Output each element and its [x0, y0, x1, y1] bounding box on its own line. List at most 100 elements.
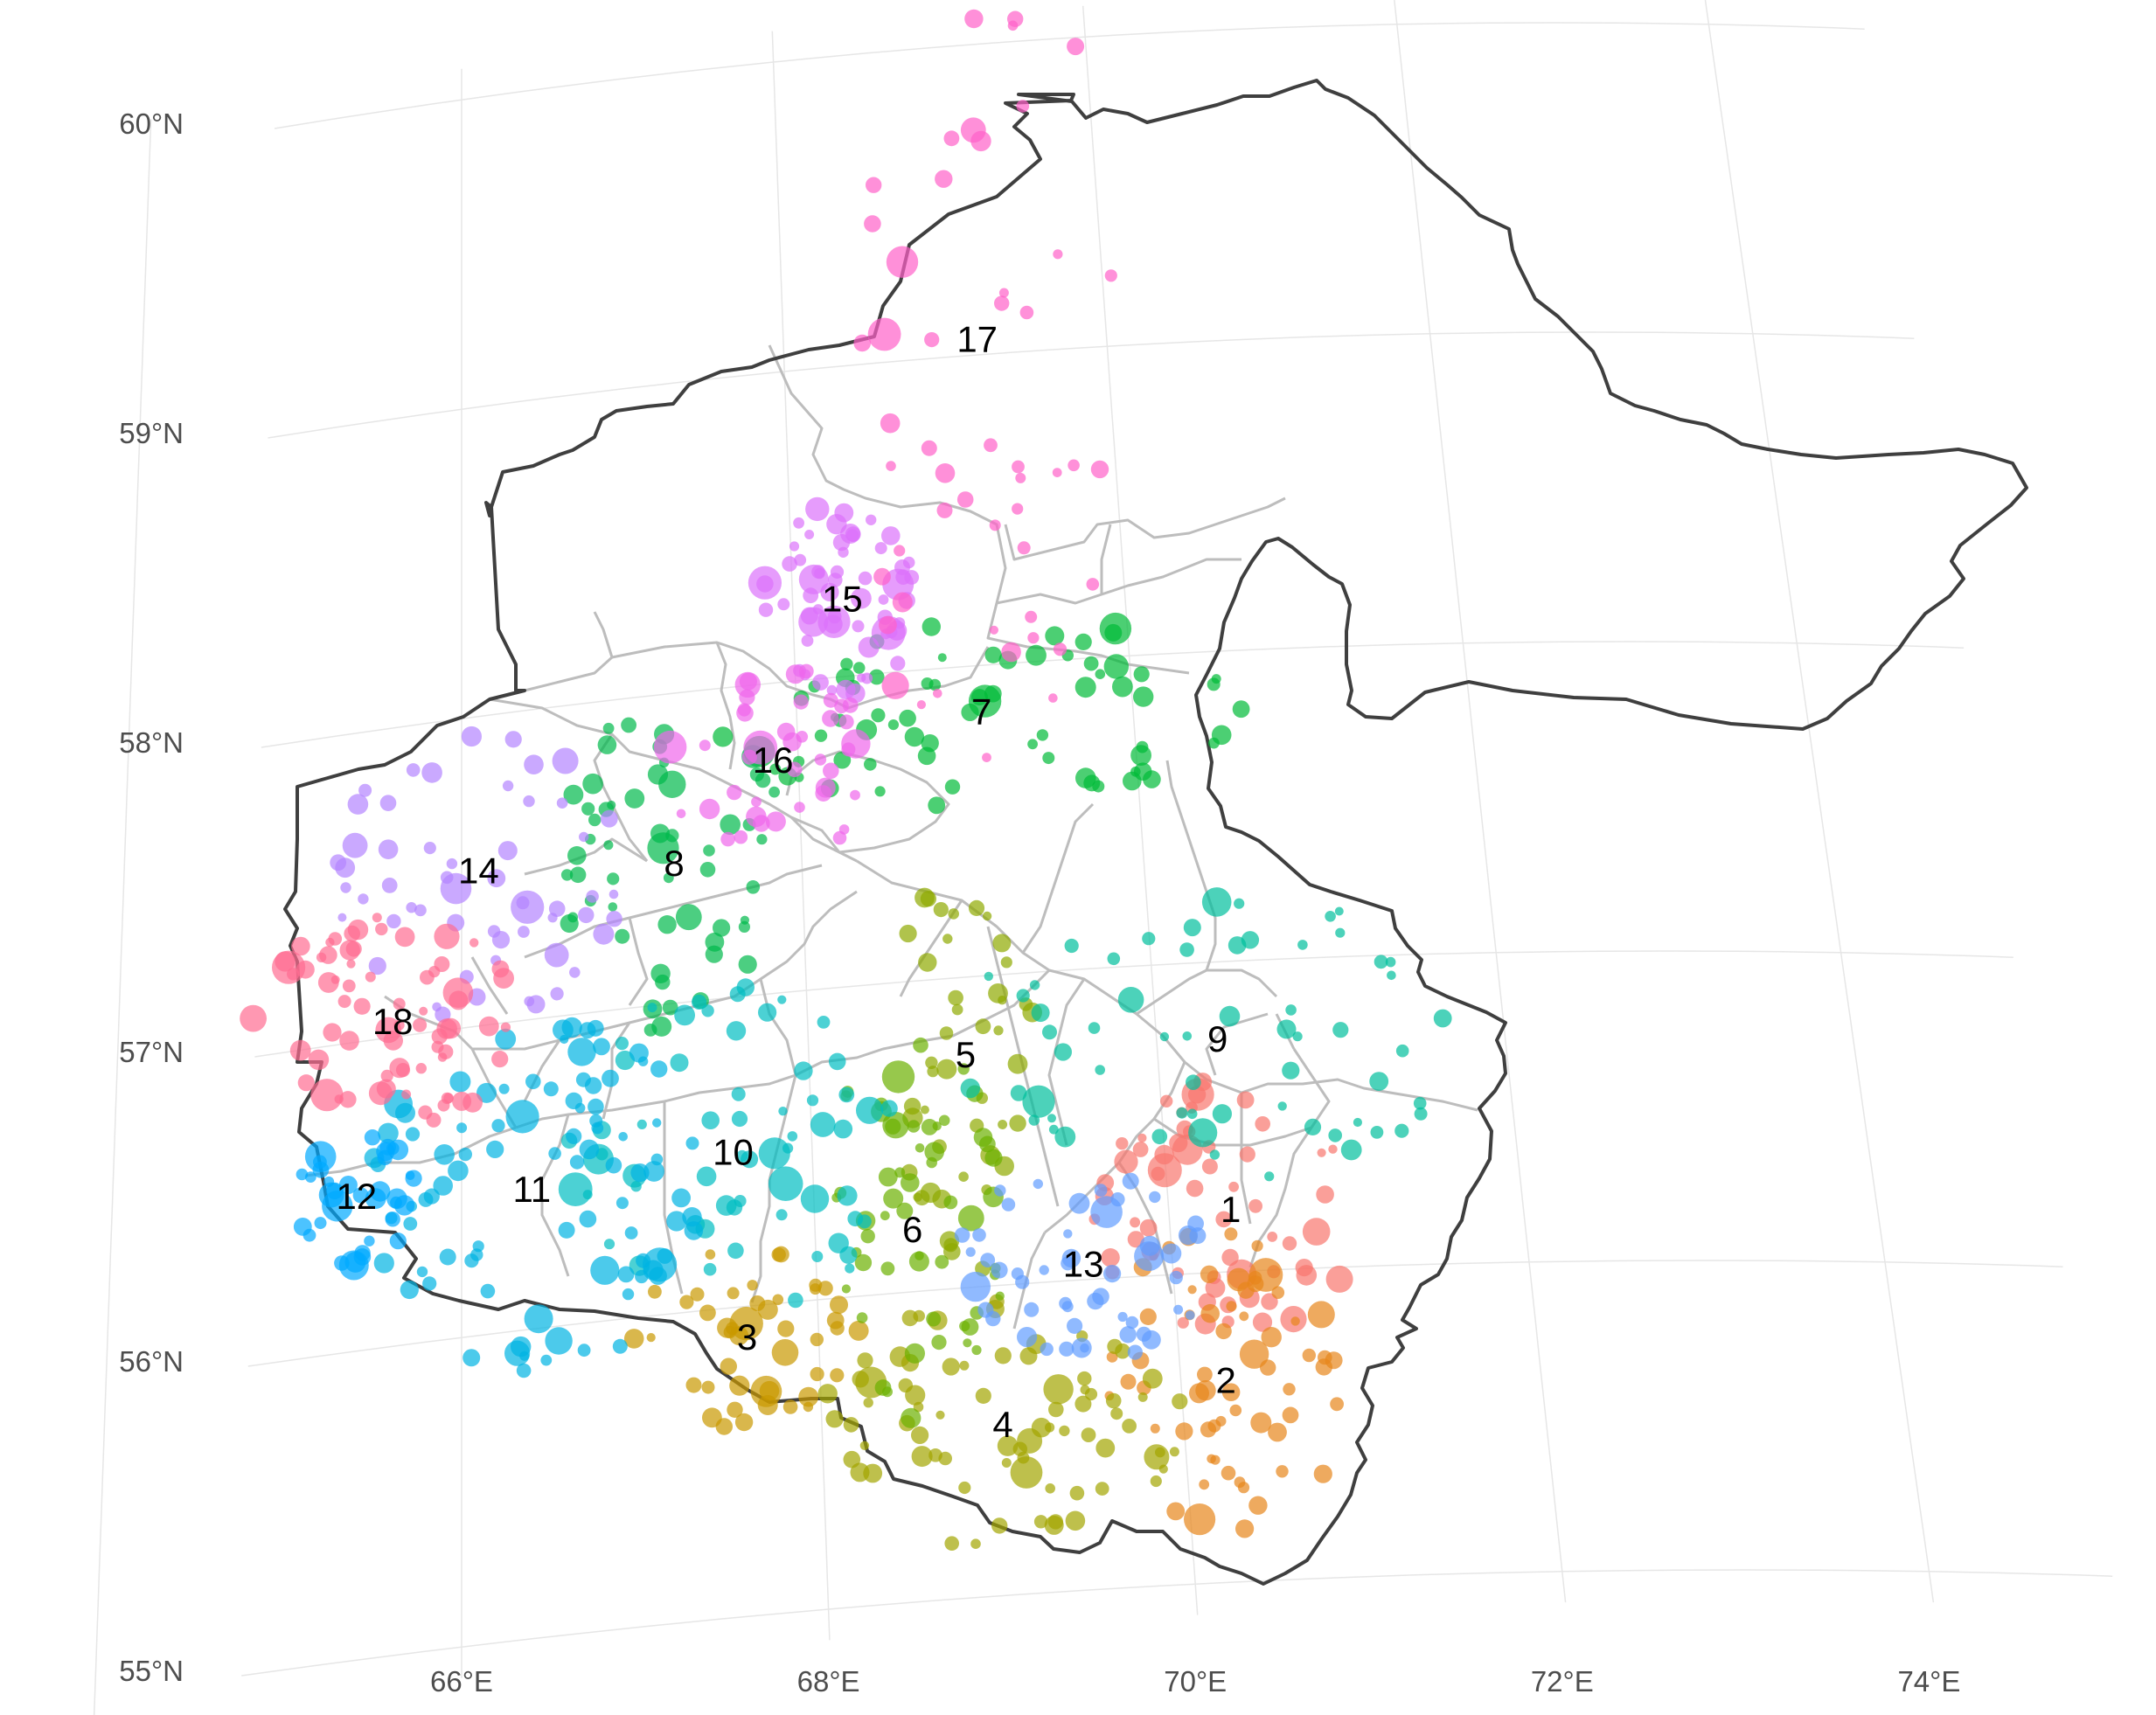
settlement-point-11	[602, 1069, 619, 1087]
settlement-point-1	[1228, 1181, 1239, 1192]
settlement-point-6	[904, 1343, 925, 1364]
district-line	[734, 969, 1051, 1090]
settlement-point-4	[942, 1357, 960, 1376]
settlement-point-6	[860, 1229, 875, 1244]
settlement-point-5	[1009, 1114, 1026, 1132]
settlement-point-6	[973, 1128, 993, 1147]
lon-tick-label: 66°E	[430, 1665, 493, 1698]
settlement-point-17	[1027, 632, 1040, 644]
settlement-point-6	[878, 1167, 898, 1187]
settlement-point-11	[684, 1221, 704, 1240]
settlement-point-15	[789, 541, 800, 552]
lat-tick-label: 59°N	[119, 417, 184, 449]
settlement-point-12	[389, 1232, 407, 1250]
settlement-point-10	[582, 1190, 593, 1200]
settlement-point-9	[1142, 932, 1156, 946]
settlement-point-3	[727, 1401, 743, 1419]
settlement-point-10	[838, 1087, 855, 1103]
settlement-point-3	[648, 1284, 662, 1299]
settlement-point-15	[812, 674, 829, 691]
settlement-point-8	[569, 866, 587, 884]
settlement-point-2	[1210, 1455, 1221, 1465]
settlement-point-1	[1127, 1231, 1144, 1248]
district-line	[1205, 1012, 1269, 1076]
district-line	[1012, 1232, 1047, 1330]
settlement-point-9	[1385, 956, 1396, 968]
settlement-point-9	[1182, 1031, 1193, 1041]
settlement-point-14	[523, 795, 535, 808]
settlement-point-12	[364, 1129, 381, 1146]
settlement-point-16	[734, 830, 748, 844]
settlement-point-12	[344, 1251, 366, 1273]
settlement-point-2	[1226, 1301, 1237, 1312]
settlement-point-4	[1142, 1368, 1163, 1389]
settlement-point-2	[1166, 1502, 1186, 1521]
settlement-point-17	[1025, 610, 1038, 623]
settlement-point-9	[1212, 1104, 1232, 1124]
settlement-point-7	[1130, 745, 1151, 766]
settlement-point-3	[705, 1249, 716, 1260]
settlement-point-5	[920, 1105, 929, 1114]
settlement-point-10	[837, 1185, 858, 1206]
cluster-label-4: 4	[992, 1404, 1012, 1445]
axis-tick-labels: 60°N 59°N 58°N 57°N 56°N 55°N 66°E 68°E 70°E 72°E…	[119, 108, 1960, 1698]
settlement-point-10	[726, 1021, 747, 1041]
settlement-point-3	[701, 1380, 715, 1394]
settlement-point-4	[911, 1426, 929, 1444]
settlement-point-4	[1075, 1395, 1092, 1413]
settlement-point-2	[1187, 1285, 1197, 1295]
settlement-point-6	[885, 1118, 901, 1135]
cluster-label-15: 15	[822, 578, 863, 619]
settlement-point-6	[841, 1284, 852, 1294]
settlement-point-5	[1000, 956, 1012, 969]
settlement-point-8	[567, 846, 587, 865]
settlement-point-14	[440, 872, 472, 905]
settlement-point-5	[915, 887, 935, 908]
settlement-point-7	[928, 796, 946, 815]
settlement-point-14	[504, 731, 522, 748]
cluster-label-16: 16	[753, 739, 794, 781]
settlement-point-7	[1075, 767, 1096, 788]
settlement-point-14	[524, 754, 544, 774]
settlement-point-17	[881, 671, 909, 699]
settlement-point-17	[936, 502, 953, 518]
parallel-line	[241, 1569, 2113, 1677]
cluster-label-11: 11	[512, 1169, 551, 1210]
settlement-point-11	[685, 1136, 699, 1150]
settlement-point-16	[699, 798, 720, 820]
settlement-point-4	[859, 1441, 870, 1451]
settlement-point-9	[1374, 955, 1388, 969]
settlement-point-4	[825, 1410, 844, 1428]
settlement-point-18	[428, 966, 441, 978]
settlement-point-10	[636, 1119, 647, 1129]
settlement-point-9	[1414, 1107, 1428, 1121]
lat-tick-label: 55°N	[119, 1655, 184, 1687]
settlement-point-15	[805, 496, 830, 522]
district-line	[628, 917, 649, 1006]
settlement-point-13	[1122, 1172, 1139, 1190]
settlement-point-13	[1061, 1256, 1075, 1271]
settlement-point-5	[899, 924, 917, 943]
settlement-point-4	[944, 1536, 959, 1551]
settlement-point-18	[347, 919, 369, 941]
settlement-point-2	[1221, 1465, 1236, 1481]
settlement-point-9	[960, 1078, 981, 1099]
settlement-point-6	[907, 1120, 921, 1133]
settlement-point-3	[830, 1368, 845, 1383]
settlement-point-16	[815, 777, 836, 798]
settlement-point-18	[308, 1049, 330, 1071]
settlement-point-14	[502, 780, 514, 792]
settlement-point-5	[975, 1018, 991, 1035]
settlement-point-13	[1117, 1311, 1128, 1323]
settlement-point-12	[364, 1235, 375, 1246]
settlement-point-9	[1395, 1044, 1409, 1058]
settlement-point-17	[1012, 503, 1024, 515]
district-line	[524, 837, 648, 876]
settlement-point-14	[487, 925, 501, 938]
settlement-point-13	[1136, 1326, 1151, 1342]
settlement-point-8	[705, 932, 725, 952]
settlement-point-14	[548, 900, 566, 917]
settlement-point-18	[375, 922, 388, 936]
settlement-point-11	[618, 1132, 628, 1142]
settlement-point-15	[794, 553, 807, 566]
